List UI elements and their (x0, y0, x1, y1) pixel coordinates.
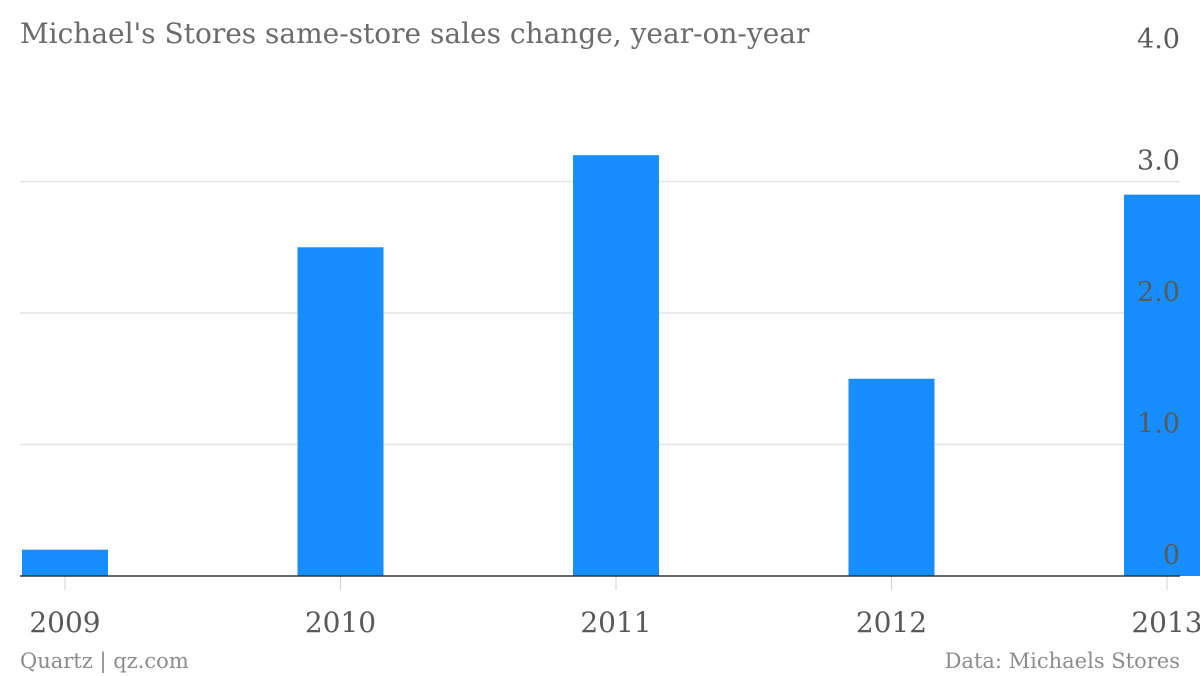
bar (297, 247, 384, 576)
y-tick-label: 1.0 (1137, 409, 1180, 440)
chart-title: Michael's Stores same-store sales change… (20, 17, 810, 50)
bar (573, 155, 659, 576)
y-tick-label: 4.0 (1137, 24, 1180, 55)
x-tick-label: 2011 (580, 606, 651, 639)
y-tick-label: 3.0 (1137, 146, 1180, 177)
bar (1124, 194, 1200, 576)
x-tick-label: 2010 (305, 606, 376, 639)
y-axis-labels: 0 1.0 2.0 3.0 4.0 (1137, 24, 1180, 571)
x-tick-label: 2012 (856, 606, 927, 639)
bar (848, 378, 935, 576)
data-source: Data: Michaels Stores (945, 649, 1180, 673)
x-tick-label: 2009 (29, 606, 100, 639)
bars (22, 155, 1200, 576)
x-axis-labels: 2009 2010 2011 2012 2013 (29, 606, 1200, 639)
y-tick-label: 0 (1163, 540, 1180, 571)
x-tick-label: 2013 (1131, 606, 1200, 639)
source-credit: Quartz | qz.com (20, 649, 189, 674)
bar (22, 549, 108, 576)
y-tick-label: 2.0 (1137, 277, 1180, 308)
x-axis-ticks (64, 576, 1168, 590)
